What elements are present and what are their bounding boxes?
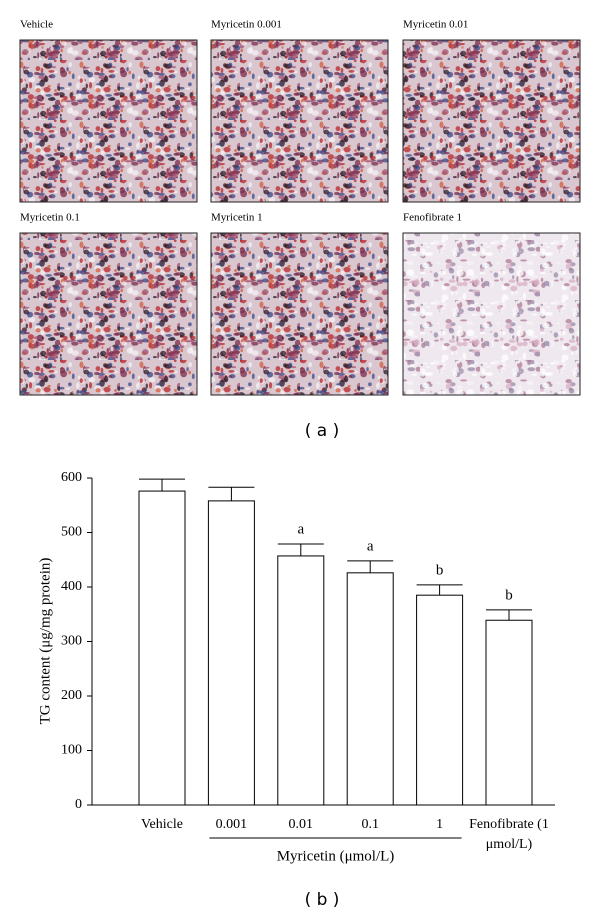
micrograph (402, 39, 581, 203)
x-tick-label-box: Vehicle (141, 817, 183, 832)
x-tick-label: 0.001 (215, 817, 248, 832)
bar (346, 572, 394, 806)
image-label: Myricetin 0.1 (20, 212, 80, 224)
micrograph (210, 232, 389, 396)
image-label: Myricetin 1 (211, 212, 263, 224)
y-tick-label: 0 (75, 797, 82, 812)
x-tick-label: Vehicle (141, 817, 183, 832)
micrograph-panels: Vehicle Myricetin 0.001 Myricetin 0.01 Myri… (19, 19, 581, 396)
x-tick-label-box: Fenofibrate (1 μmol/L) (469, 817, 549, 852)
group-label: Myricetin (μmol/L) (277, 848, 395, 864)
bar (138, 490, 186, 806)
y-tick-label: 200 (61, 688, 82, 703)
x-tick-label-box: 0.1 (361, 817, 379, 832)
image-label: Fenofibrate 1 (403, 212, 462, 224)
x-tick-label: 1 (436, 817, 444, 832)
significance-label: a (367, 538, 374, 554)
significance-label: b (505, 587, 513, 603)
micrograph (402, 232, 581, 396)
x-tick-label-box: 0.001 (215, 817, 248, 832)
bar (207, 500, 255, 806)
y-tick-label: 400 (61, 579, 82, 594)
y-axis-label: TG content (μg/mg protein) (37, 558, 53, 725)
micrograph (19, 39, 198, 203)
x-tick-label-box: 1 (436, 817, 444, 832)
image-label: Myricetin 0.01 (403, 19, 468, 31)
micrograph (19, 232, 198, 396)
x-tick-label-box: 0.01 (288, 817, 314, 832)
bar (485, 619, 533, 806)
panel-label: ( b ) (305, 890, 340, 910)
significance-label: a (297, 521, 304, 537)
image-label: Vehicle (20, 19, 53, 31)
y-tick-label: 600 (61, 470, 82, 485)
y-tick-label: 300 (61, 634, 82, 649)
y-tick-label: 500 (61, 525, 82, 540)
micrograph (210, 39, 389, 203)
x-tick-label: Fenofibrate (1 μmol/L) (469, 817, 549, 852)
panel-label: ( a ) (305, 421, 340, 441)
bar (277, 555, 325, 806)
x-tick-label: 0.1 (361, 817, 379, 832)
x-tick-label: 0.01 (288, 817, 314, 832)
bar (416, 594, 464, 806)
significance-label: b (436, 562, 444, 578)
image-label: Myricetin 0.001 (211, 19, 282, 31)
y-tick-label: 100 (61, 743, 82, 758)
